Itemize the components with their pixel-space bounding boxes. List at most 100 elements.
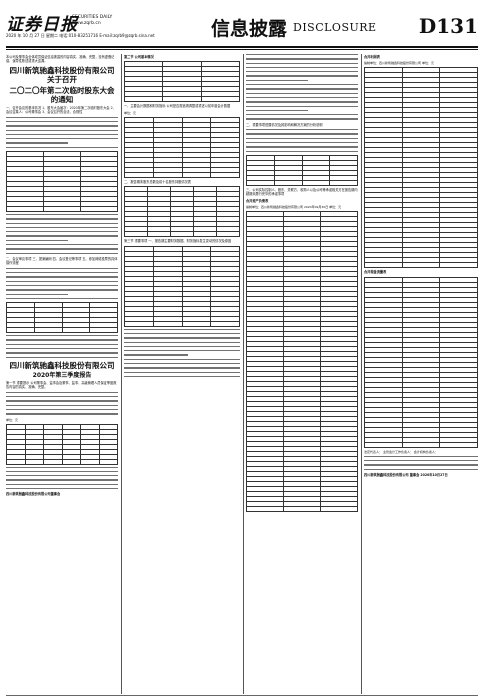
masthead-rule-thin — [6, 49, 478, 50]
notice-heading-line-2: 二〇二〇年第二次临时股东大会的通知 — [9, 85, 115, 104]
company-info-table — [124, 61, 240, 103]
fine-print-line — [124, 375, 240, 378]
fine-print-line — [6, 235, 118, 237]
table-cell — [401, 262, 441, 269]
notice-body: 一、召开会议的基本情况 1、股东大会届次：2020年第二次临时股东大会 2、会议… — [6, 105, 116, 115]
table-row — [124, 191, 240, 198]
fine-print-line — [6, 267, 118, 270]
income-statement-meta: 编制单位：四川新筑驰鑫科技股份有限公司 单位：元 — [364, 61, 434, 66]
notice-heading-line-1: 四川新筑驰鑫科技股份有限公司关于召开 — [9, 65, 115, 84]
fine-print-line — [6, 248, 118, 250]
table-cell — [170, 231, 194, 238]
fine-print-line — [6, 226, 118, 229]
table-cell — [181, 171, 212, 178]
fine-print-line — [6, 138, 118, 140]
table-row — [6, 458, 118, 465]
text-block — [6, 391, 118, 415]
fine-print-line — [124, 350, 240, 352]
table-cell — [439, 441, 478, 448]
fine-print-line — [124, 345, 240, 348]
fine-print-line — [6, 466, 118, 468]
notice-body: 二、会议审议事项 三、提案编码 四、会议登记等事项 五、参加网络投票的具体操作流… — [6, 256, 118, 266]
table-cell — [283, 506, 321, 513]
column-4: 合并利润表 编制单位：四川新筑驰鑫科技股份有限公司 单位：元 合并现金流量表 法… — [364, 54, 478, 694]
text-block — [6, 335, 118, 358]
table-cell — [6, 206, 44, 212]
section-body: 二、重要事项进展情况及其影响和解决方案的分析说明 — [246, 122, 323, 127]
column-separator — [243, 54, 244, 694]
table-cell — [98, 458, 118, 465]
fine-print-line — [6, 297, 118, 300]
table-cell — [61, 327, 91, 334]
fine-print-line — [6, 348, 118, 350]
commitment-table — [246, 154, 358, 186]
section-label: 第二节 公司基本情况 — [124, 55, 154, 59]
text-block — [246, 129, 358, 152]
signature: 四川新筑驰鑫科技股份有限公司 董事会 2020年10月27日 — [364, 473, 448, 477]
table-cell — [6, 458, 26, 465]
table-cell — [61, 458, 81, 465]
fine-print-line — [6, 408, 118, 411]
report-heading-line-2: 2020年第三季度报告 — [32, 371, 92, 379]
fine-print-line — [6, 391, 118, 394]
fine-print-line — [124, 332, 240, 335]
text-block — [124, 328, 240, 378]
fine-print-line — [246, 101, 358, 103]
fine-print-line — [6, 231, 118, 233]
shareholder-table — [124, 186, 240, 238]
masthead: 证券日报 SECURITIES DAILY www.zqrb.cn 2020 年… — [6, 10, 478, 46]
section-body: 三、公司实际控制人、股东、关联方、收购人以及公司等承诺相关方在报告期内超期未履行… — [246, 187, 358, 197]
fine-print-line — [6, 239, 68, 242]
fine-print-line — [246, 58, 358, 60]
fine-print-line — [364, 455, 478, 458]
fine-print-line — [6, 280, 118, 282]
logo-sub-line-2: www.zqrb.cn — [72, 21, 101, 26]
column-2: 第二节 公司基本情况 一、主要会计数据和财务指标 公司是否需追溯调整或重述以前年… — [124, 54, 240, 694]
text-block — [6, 267, 118, 300]
table-unit-label: 单位：元 — [124, 110, 137, 115]
fine-print-line — [6, 488, 118, 490]
section-body: 二、报告期末股东总数及前十名股东持股情况表 — [124, 179, 191, 184]
table-cell — [246, 179, 275, 186]
fine-print-line — [6, 356, 118, 358]
text-block — [246, 54, 358, 120]
table-cell — [6, 327, 35, 334]
balance-sheet-meta: 编制单位：四川新筑驰鑫科技股份有限公司 2020年09月30日 单位：元 — [246, 205, 342, 210]
fine-print-line — [246, 84, 358, 86]
table-row — [6, 327, 118, 334]
fine-print-line — [246, 66, 358, 69]
table-cell — [124, 171, 154, 178]
table-cell — [246, 506, 284, 513]
fine-print-line — [6, 335, 118, 337]
table-cell — [439, 262, 478, 269]
table-cell — [80, 206, 118, 212]
fine-print-line — [124, 341, 240, 343]
column-1: 本公司及董事会全体成员保证信息披露的内容真实、准确、完整，没有虚假记载、误导性陈… — [6, 54, 118, 694]
table-cell — [329, 179, 358, 186]
change-explanation-table — [124, 245, 240, 327]
fine-print-line — [364, 464, 478, 466]
fine-print-line — [246, 88, 358, 90]
table-cell — [301, 179, 331, 186]
fine-print-line — [6, 483, 118, 486]
column-separator — [121, 54, 122, 694]
fine-print-line — [246, 114, 358, 116]
fine-print-line — [6, 218, 118, 220]
balance-sheet-table — [246, 211, 358, 513]
column-3: 二、重要事项进展情况及其影响和解决方案的分析说明 三、公司实际控制人、股东、关联… — [246, 54, 358, 694]
report-heading-line-1: 四川新筑驰鑫科技股份有限公司 — [9, 360, 115, 370]
fine-print-line — [6, 400, 118, 402]
fine-print-line — [124, 337, 240, 339]
table-row — [6, 423, 118, 430]
table-cell — [124, 96, 164, 103]
income-statement-table — [364, 67, 478, 269]
newspaper-logo: 证券日报 — [6, 15, 78, 35]
fine-print-line — [6, 133, 118, 136]
table-cell — [273, 179, 303, 186]
notice-intro: 本公司及董事会全体成员保证信息披露的内容真实、准确、完整，没有虚假记载、误导性陈… — [6, 55, 115, 64]
masthead-rule-thick — [6, 46, 478, 48]
report-intro: 第一节 重要提示 公司董事会、监事会及董事、监事、高级管理人员保证季度报告内容的… — [6, 380, 117, 390]
fine-print-line — [246, 146, 358, 148]
fine-print-line — [6, 125, 118, 127]
fine-print-line — [124, 371, 240, 373]
